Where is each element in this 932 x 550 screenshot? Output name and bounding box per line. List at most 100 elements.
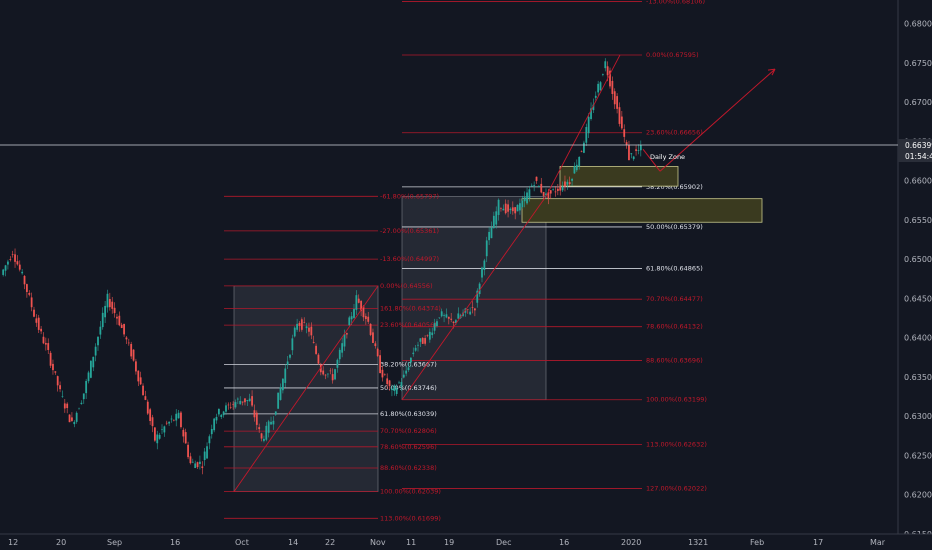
candle-body [372, 332, 374, 343]
candle-body [490, 227, 493, 239]
candle-body [146, 401, 149, 414]
candle-body [537, 185, 540, 188]
candle-body [30, 297, 33, 308]
candle-body [414, 347, 417, 351]
candle-body [566, 181, 569, 185]
trend-line-1 [233, 285, 379, 492]
candle-body [258, 427, 261, 430]
candle-body [40, 328, 43, 332]
candle-body [628, 145, 630, 161]
candle-body [421, 337, 424, 344]
candle-body [255, 412, 258, 425]
fib-lines: 161.80%(0.64374) -61.80%(0.65797) -27.00%(… [224, 0, 707, 522]
candle-body [500, 208, 502, 209]
candle-body [528, 189, 531, 199]
fib-level-label: 61.80%(0.64865) [646, 265, 703, 273]
zone-label: Daily Zone [650, 153, 685, 161]
fib-level-label: 61.80%(0.63039) [380, 410, 437, 418]
fib-level-label: 127.00%(0.62022) [646, 484, 707, 492]
candle-body [594, 95, 597, 98]
time-axis[interactable]: 12 20 Sep 16 Oct 14 22 Nov 11 19 Dec 16 2020 13 21 Feb 1… [8, 538, 886, 547]
trend-line-2 [401, 196, 547, 400]
daily-zone-bottom [521, 198, 763, 223]
candle-body [14, 254, 16, 262]
candle-body [78, 408, 80, 410]
candle-body [187, 444, 189, 458]
candle-body [440, 311, 443, 317]
candle-body [89, 360, 92, 378]
candle-body [393, 385, 396, 391]
fib-level-label: 88.60%(0.62338) [380, 464, 437, 472]
candle-body [68, 414, 71, 423]
candle-body [507, 204, 509, 212]
candle-body [533, 185, 536, 187]
candle-body [94, 346, 97, 356]
price-axis-bg [898, 0, 932, 534]
candle-body [353, 308, 355, 318]
candle-body [108, 298, 111, 308]
candle-body [417, 344, 419, 346]
candle-body [492, 215, 495, 229]
candle-body [206, 446, 208, 459]
candle-body [163, 426, 166, 433]
time-tick-label: 11 [406, 538, 416, 547]
candle-body [481, 267, 483, 278]
candle-body [336, 359, 339, 368]
candle-body [97, 336, 99, 346]
candle-body [521, 200, 524, 208]
candle-body [21, 271, 24, 274]
candle-body [217, 408, 220, 415]
candle-body [11, 254, 14, 255]
candle-body [376, 348, 379, 357]
candle-body [85, 380, 88, 394]
candle-body [177, 412, 180, 419]
candle-body [606, 66, 609, 76]
candle-body [184, 432, 187, 444]
candle-body [49, 352, 52, 366]
candle-body [597, 83, 600, 93]
candle-body [331, 374, 334, 381]
candle-body [241, 401, 244, 403]
candle-body [305, 326, 308, 329]
candle-body [476, 290, 479, 303]
candle-body [9, 259, 12, 260]
candle-body [523, 197, 526, 202]
candle-body [412, 352, 415, 355]
candle-body [578, 156, 581, 167]
candle-body [428, 331, 431, 340]
countdown-value: 01:54:45 [905, 152, 932, 161]
candle-body [469, 311, 472, 315]
candle-body [466, 309, 469, 311]
candle-body [300, 319, 303, 330]
time-tick-label: 16 [559, 538, 569, 547]
time-tick-label: 21 [698, 538, 708, 547]
arrow-head-icon [767, 68, 776, 76]
candle-body [267, 421, 270, 433]
candle-body [246, 400, 249, 402]
candle-body [244, 398, 246, 403]
candle-body [495, 211, 498, 225]
candle-body [445, 314, 448, 318]
candle-body [142, 385, 144, 396]
candle-body [293, 327, 296, 337]
candle-body [639, 145, 642, 151]
candle-body [398, 382, 400, 384]
current-price-value: 0.66399 [905, 141, 932, 150]
candle-body [180, 412, 182, 428]
candle-body [87, 372, 90, 382]
time-tick-label: Mar [870, 538, 886, 547]
candle-body [592, 104, 595, 111]
candle-body [443, 315, 445, 316]
fib-level-label: 161.80%(0.64374) [380, 305, 441, 313]
candle-body [234, 402, 237, 408]
candle-body [284, 368, 287, 383]
candle-body [123, 323, 125, 335]
candle-body [334, 369, 336, 380]
candle-body [161, 429, 163, 430]
candle-body [113, 307, 116, 314]
candle-body [426, 335, 429, 336]
fib-level-label: 70.70%(0.64477) [646, 295, 703, 303]
candle-body [236, 398, 239, 400]
